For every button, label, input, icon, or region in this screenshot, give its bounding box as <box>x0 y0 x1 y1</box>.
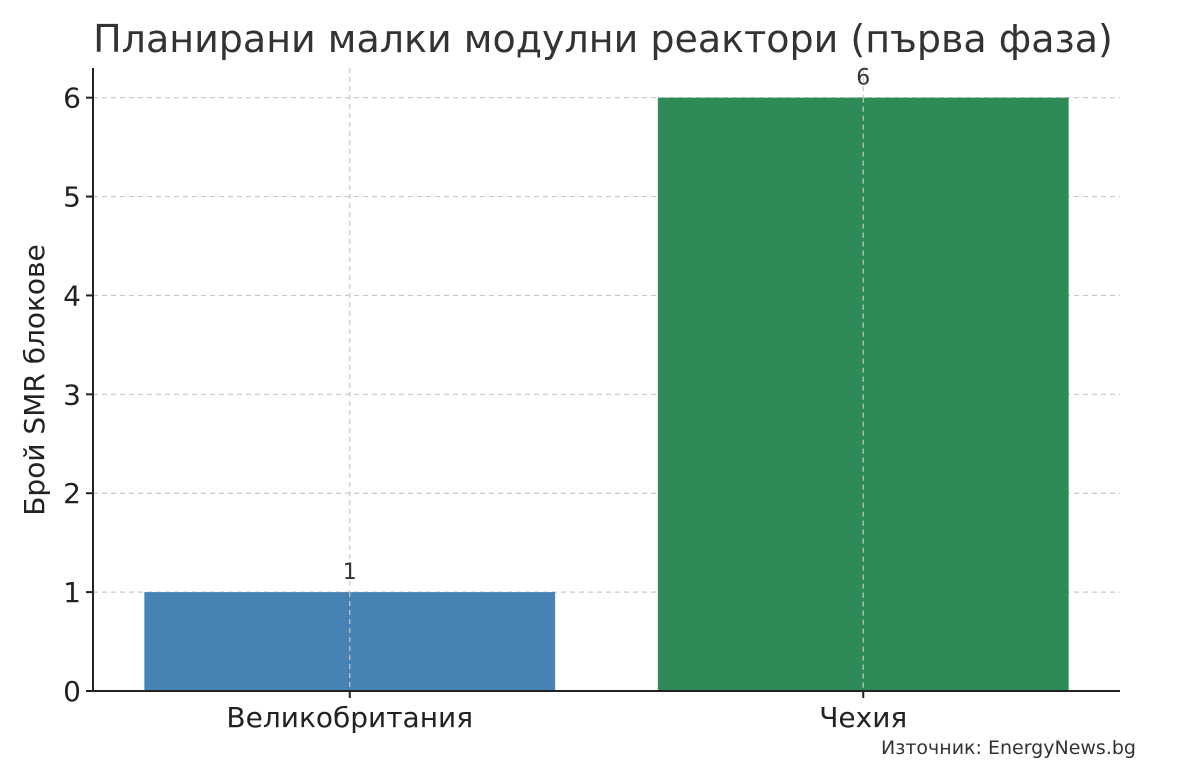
y-tick-label: 0 <box>63 675 81 708</box>
bar <box>657 97 1069 691</box>
y-tick-label: 2 <box>63 477 81 510</box>
y-axis-ticks: 0 1 2 3 4 5 6 <box>63 82 93 708</box>
x-tick-label: Великобритания <box>226 701 473 734</box>
chart-title: Планирани малки модулни реактори (първа … <box>93 17 1113 61</box>
x-tick-label: Чехия <box>819 701 907 734</box>
y-tick-label: 5 <box>63 181 81 214</box>
data-labels: 16 <box>343 66 870 691</box>
y-tick-label: 6 <box>63 82 81 115</box>
y-axis-label: Брой SMR блокове <box>18 244 51 516</box>
x-axis-ticks: Великобритания Чехия <box>226 691 907 734</box>
data-label: 1 <box>343 560 357 585</box>
y-tick-label: 1 <box>63 576 81 609</box>
bars <box>144 97 1069 691</box>
data-label: 6 <box>856 66 870 91</box>
source-annotation: Източник: EnergyNews.bg <box>881 737 1136 759</box>
y-tick-label: 4 <box>63 279 81 312</box>
y-tick-label: 3 <box>63 378 81 411</box>
